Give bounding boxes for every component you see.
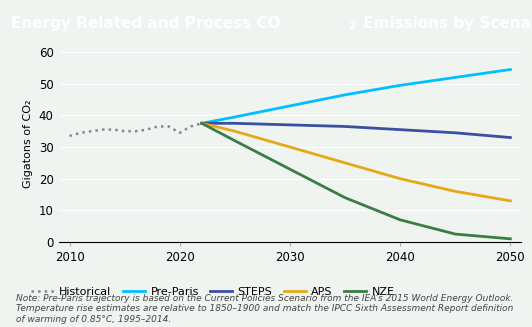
- Pre-Paris: [507, 68, 513, 72]
- Text: 2: 2: [348, 21, 356, 31]
- Historical: [177, 131, 183, 135]
- NZE: [452, 232, 459, 236]
- Historical: [77, 131, 84, 135]
- NZE: [231, 139, 238, 143]
- Line: Pre-Paris: Pre-Paris: [202, 70, 510, 123]
- Line: STEPS: STEPS: [202, 123, 510, 138]
- STEPS: [397, 128, 403, 131]
- Y-axis label: Gigatons of CO₂: Gigatons of CO₂: [23, 100, 33, 188]
- Line: NZE: NZE: [202, 123, 510, 239]
- APS: [452, 189, 459, 193]
- NZE: [397, 218, 403, 222]
- Historical: [121, 129, 128, 133]
- STEPS: [198, 121, 205, 125]
- APS: [287, 145, 293, 149]
- APS: [198, 121, 205, 125]
- Historical: [188, 125, 194, 129]
- Line: APS: APS: [202, 123, 510, 201]
- Pre-Paris: [287, 104, 293, 108]
- Pre-Paris: [342, 93, 348, 97]
- Pre-Paris: [198, 121, 205, 125]
- Historical: [144, 128, 150, 131]
- Historical: [165, 125, 172, 129]
- STEPS: [507, 136, 513, 140]
- Pre-Paris: [397, 83, 403, 87]
- Text: Energy Related and Process CO: Energy Related and Process CO: [11, 16, 280, 31]
- Historical: [66, 134, 73, 138]
- STEPS: [287, 123, 293, 127]
- Legend: Historical, Pre-Paris, STEPS, APS, NZE: Historical, Pre-Paris, STEPS, APS, NZE: [27, 283, 399, 302]
- APS: [231, 129, 238, 133]
- Line: Historical: Historical: [70, 123, 202, 136]
- Pre-Paris: [231, 115, 238, 119]
- Historical: [154, 125, 161, 129]
- Historical: [198, 121, 205, 125]
- Pre-Paris: [452, 76, 459, 79]
- APS: [397, 177, 403, 181]
- Historical: [111, 128, 117, 131]
- Historical: [132, 129, 139, 133]
- NZE: [287, 167, 293, 171]
- Text: Note: Pre-Paris trajectory is based on the Current Policies Scenario from the IE: Note: Pre-Paris trajectory is based on t…: [16, 294, 513, 324]
- STEPS: [231, 121, 238, 125]
- Text: Emissions by Scenario: Emissions by Scenario: [358, 16, 532, 31]
- APS: [342, 161, 348, 165]
- APS: [507, 199, 513, 203]
- NZE: [198, 121, 205, 125]
- Historical: [88, 129, 95, 133]
- Historical: [99, 128, 106, 131]
- NZE: [342, 196, 348, 200]
- NZE: [507, 237, 513, 241]
- STEPS: [342, 125, 348, 129]
- STEPS: [452, 131, 459, 135]
